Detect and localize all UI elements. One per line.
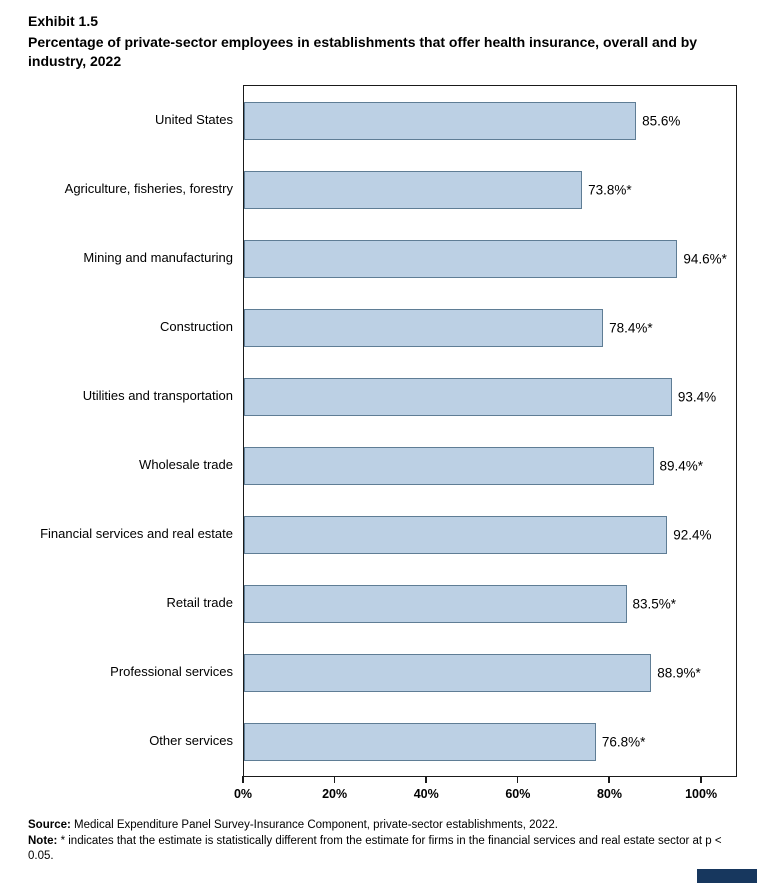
- bar: [244, 584, 627, 623]
- bar: [244, 170, 583, 209]
- category-label: Other services: [149, 732, 233, 748]
- bar: [244, 101, 637, 140]
- value-label: 83.5%*: [632, 596, 677, 611]
- value-label: 93.4%: [677, 389, 717, 404]
- note-line: Note: * indicates that the estimate is s…: [28, 834, 738, 865]
- bar-chart: 85.6% 73.8%* 94.6%* 78.4%* 93.4% 89.4%* 92.4% 8…: [0, 85, 758, 825]
- x-axis-tick: [425, 776, 427, 783]
- value-label: 92.4%: [673, 527, 712, 542]
- exhibit-label: Exhibit 1.5: [28, 13, 99, 29]
- x-axis-tick-label: 60%: [505, 787, 531, 801]
- value-label: 78.4%*: [609, 320, 653, 335]
- x-axis-tick-label: 40%: [413, 787, 439, 801]
- note-label: Note:: [28, 834, 58, 847]
- value-label: 76.8%*: [601, 734, 646, 749]
- bar: [244, 239, 678, 278]
- category-label: United States: [154, 111, 233, 127]
- plot-area: 85.6% 73.8%* 94.6%* 78.4%* 93.4% 89.4%* 92.4% 8…: [243, 85, 737, 777]
- x-axis-tick: [700, 776, 702, 783]
- bar: [244, 722, 596, 761]
- bar: [244, 653, 652, 692]
- category-label: Construction: [160, 318, 233, 334]
- chart-header: Exhibit 1.5 Percentage of private-sector…: [28, 12, 728, 71]
- bar: [244, 377, 672, 416]
- x-axis-tick-label: 20%: [322, 787, 348, 801]
- x-axis-tick: [333, 776, 336, 783]
- category-label: Wholesale trade: [139, 456, 233, 472]
- source-line: Source: Medical Expenditure Panel Survey…: [28, 818, 738, 834]
- source-text: Medical Expenditure Panel Survey-Insuran…: [70, 819, 558, 831]
- category-label: Mining and manufacturing: [83, 249, 233, 265]
- category-label: Retail trade: [166, 594, 233, 610]
- category-label: Financial services and real estate: [40, 525, 233, 541]
- x-axis-tick: [516, 776, 519, 783]
- bar: [244, 515, 668, 554]
- x-axis-tick-label: 100%: [685, 787, 718, 801]
- value-label: 73.8%*: [588, 182, 632, 197]
- bar: [244, 446, 654, 485]
- x-axis-tick-label: 0%: [233, 787, 253, 801]
- corner-accent: [697, 869, 757, 883]
- x-axis-tick: [608, 776, 610, 783]
- category-label: Agriculture, fisheries, forestry: [64, 180, 233, 196]
- value-label: 94.6%*: [683, 251, 727, 266]
- footnotes: Source: Medical Expenditure Panel Survey…: [28, 818, 738, 865]
- value-label: 85.6%: [642, 113, 681, 128]
- category-label: Utilities and transportation: [82, 387, 233, 403]
- x-axis-tick-label: 80%: [596, 787, 622, 801]
- value-label: 89.4%*: [659, 458, 704, 473]
- x-axis-tick: [242, 776, 244, 783]
- value-label: 88.9%*: [657, 665, 701, 680]
- page-title: Percentage of private-sector employees i…: [28, 33, 698, 69]
- note-text: * indicates that the estimate is statist…: [28, 834, 722, 863]
- bar: [244, 308, 604, 347]
- source-label: Source:: [28, 819, 71, 831]
- category-label: Professional services: [110, 663, 233, 679]
